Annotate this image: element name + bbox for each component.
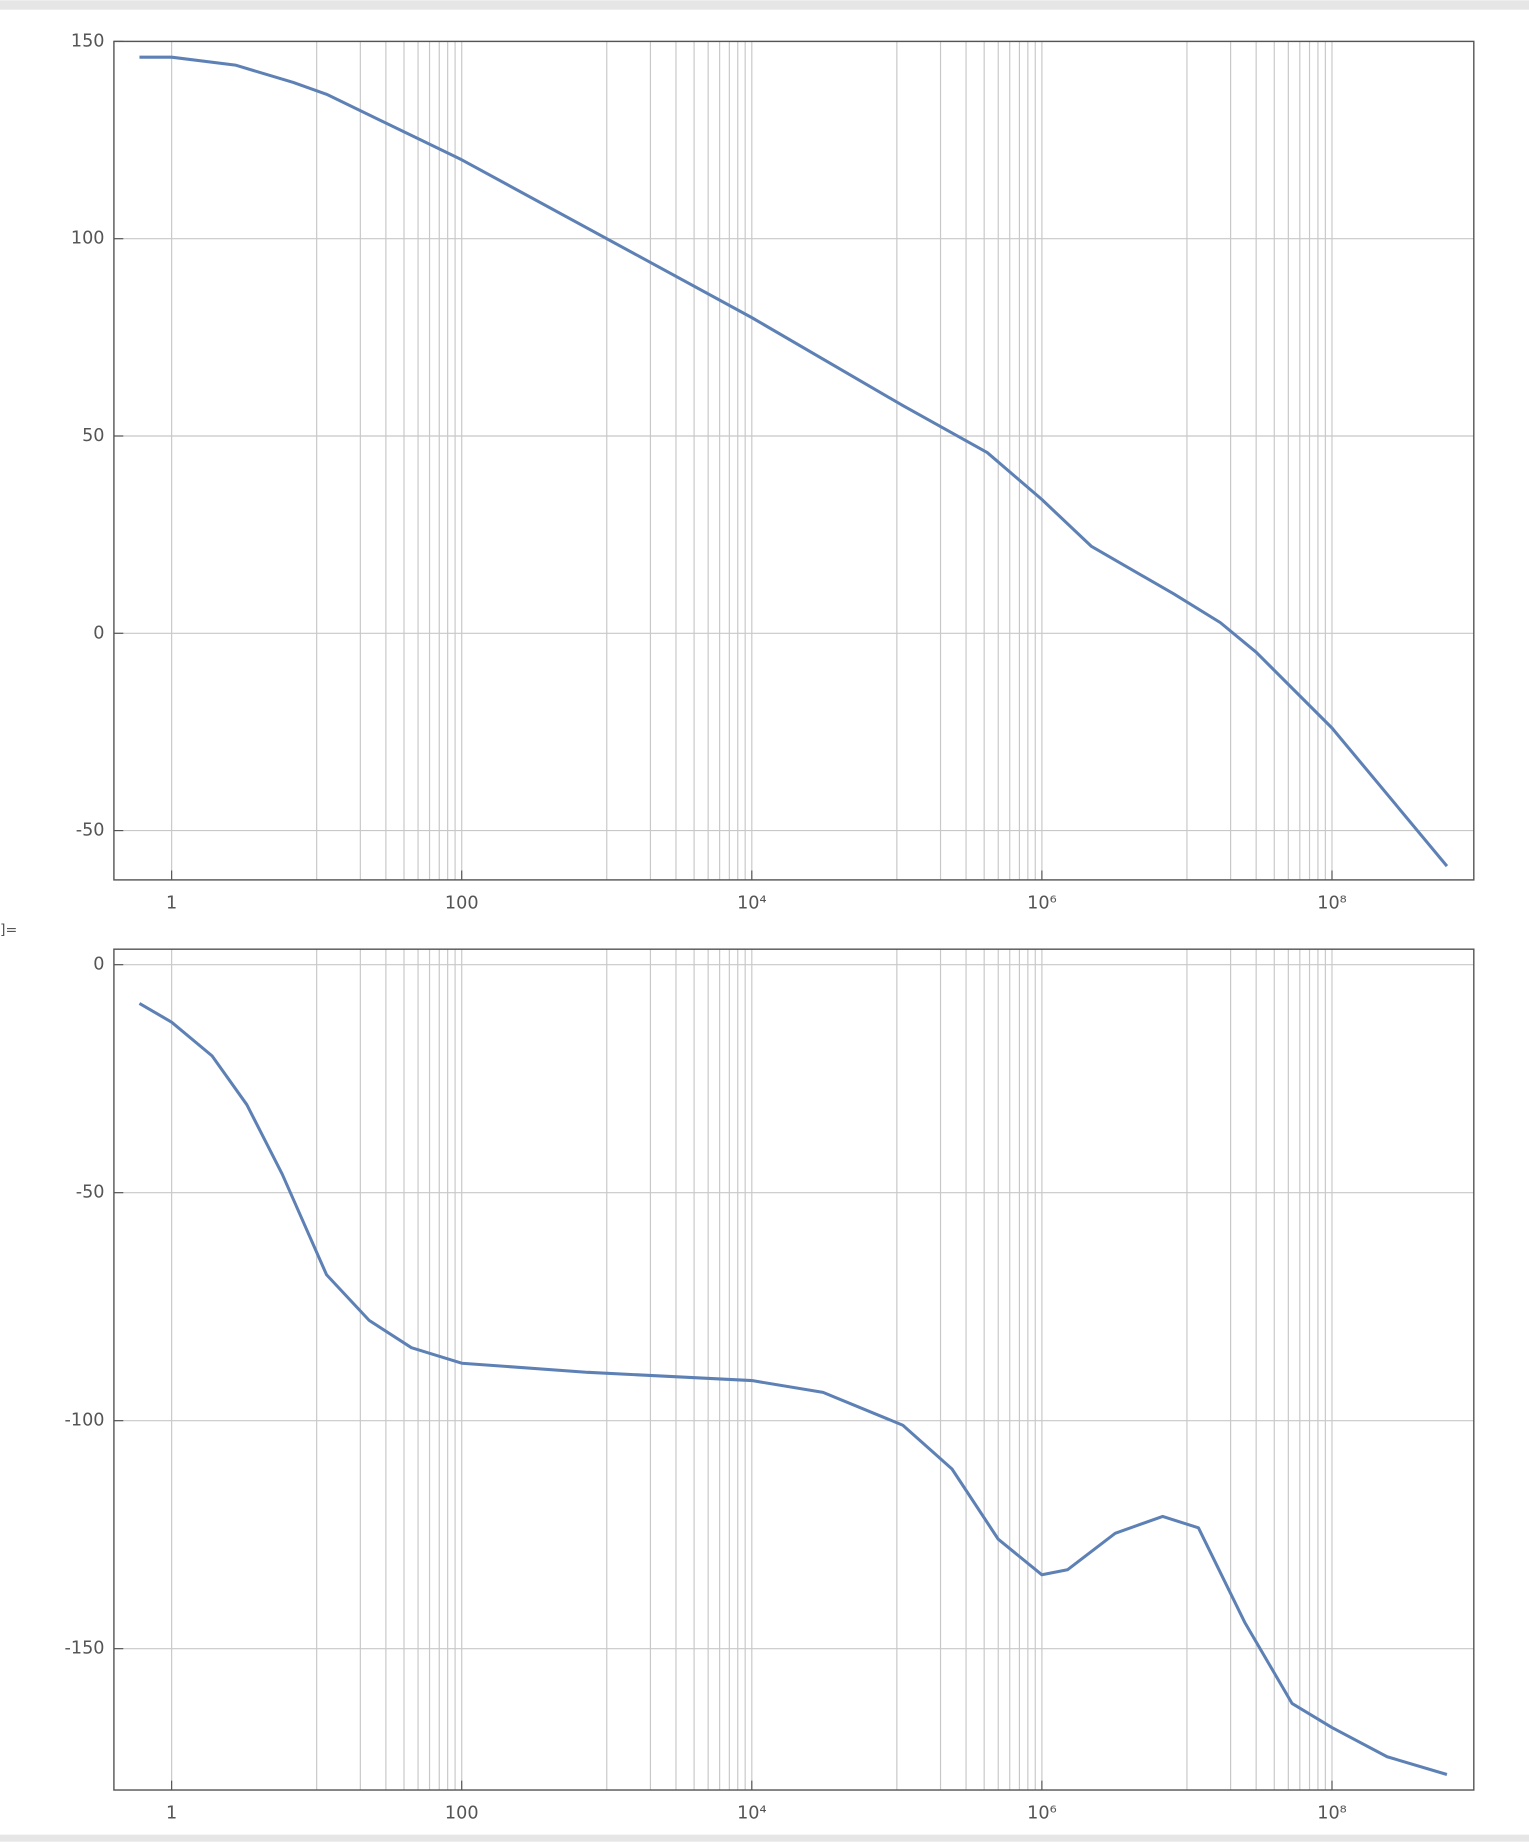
x-tick-label: 10⁸ [1317, 893, 1346, 913]
y-tick-label: -100 [65, 1411, 105, 1431]
y-tick-label: 0 [93, 623, 104, 643]
x-tick-label: 100 [445, 893, 479, 913]
bottom-bar [0, 1834, 1529, 1842]
y-tick-label: 100 [71, 229, 105, 249]
y-tick-label: -150 [65, 1639, 105, 1659]
y-tick-label: 150 [71, 31, 105, 51]
x-tick-label: 10⁶ [1027, 1804, 1056, 1824]
plot-frame [113, 40, 1475, 881]
x-tick-label: 10⁸ [1317, 1804, 1346, 1824]
y-tick-label: -50 [76, 821, 105, 841]
data-line [138, 1002, 1448, 1776]
x-tick-label: 1 [166, 1804, 177, 1824]
top-bar [0, 0, 1529, 10]
x-tick-label: 1 [166, 893, 177, 913]
y-tick-label: -50 [76, 1183, 105, 1203]
x-tick-label: 100 [445, 1804, 479, 1824]
y-tick-label: 50 [82, 426, 104, 446]
plot-frame [113, 948, 1475, 1791]
y-tick-label: 0 [93, 955, 104, 975]
x-tick-label: 10⁴ [737, 1804, 766, 1824]
out-label: ]= [0, 922, 17, 938]
x-tick-label: 10⁴ [737, 893, 766, 913]
x-tick-label: 10⁶ [1027, 893, 1056, 913]
data-line [139, 55, 1449, 868]
